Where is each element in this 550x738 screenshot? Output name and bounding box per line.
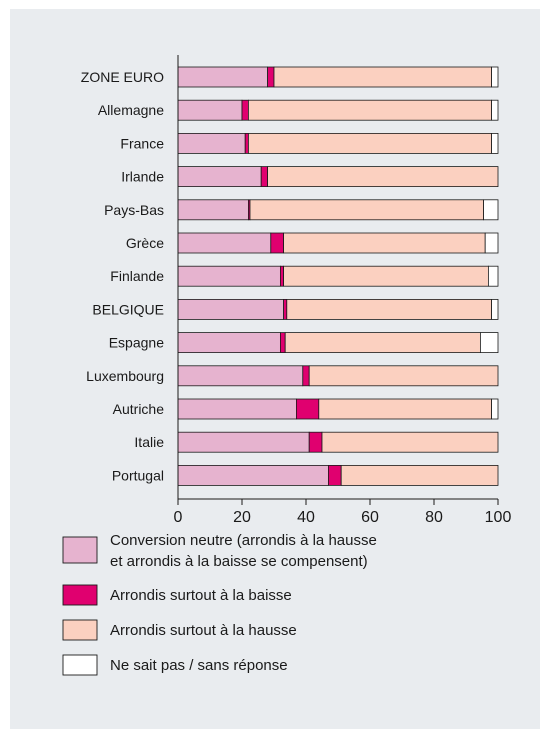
x-tick-label: 40 bbox=[297, 509, 315, 526]
bar-segment-espagne-2 bbox=[279, 332, 286, 354]
bar-row-pays-bas bbox=[177, 199, 499, 221]
bar-row-grece bbox=[177, 232, 499, 254]
stacked-bar-chart: ZONE EURO Allemagne France Irlande Pays-Bas G… bbox=[62, 55, 512, 676]
category-label: Allemagne bbox=[98, 102, 164, 118]
bar-segment-portugal-3 bbox=[340, 464, 499, 486]
bar-segment-portugal-2 bbox=[327, 464, 342, 486]
legend-label: Arrondis surtout à la hausse bbox=[110, 622, 297, 639]
bar-segment-zone-euro-2 bbox=[267, 66, 275, 88]
category-label: Irlande bbox=[121, 169, 164, 185]
legend: Conversion neutre (arrondis à la hausse e… bbox=[62, 532, 377, 676]
bar-segment-pays-bas-4 bbox=[483, 199, 499, 221]
bar-segment-portugal-1 bbox=[177, 464, 329, 486]
bar-segment-espagne-4 bbox=[479, 332, 499, 354]
bar-row-italie bbox=[177, 431, 499, 453]
bar-segment-italie-1 bbox=[177, 431, 310, 453]
bar-row-espagne bbox=[177, 332, 499, 354]
bar-row-finlande bbox=[177, 265, 499, 287]
bar-segment-autriche-3 bbox=[318, 398, 492, 420]
bar-segment-finlande-3 bbox=[283, 265, 489, 287]
bar-segment-zone-euro-3 bbox=[273, 66, 493, 88]
bars-layer bbox=[177, 66, 499, 486]
bar-segment-france-1 bbox=[177, 133, 246, 154]
legend-label: Conversion neutre (arrondis à la hausse e… bbox=[110, 532, 377, 570]
bar-segment-irlande-3 bbox=[267, 166, 499, 188]
legend-item-2: Arrondis surtout à la baisse bbox=[62, 584, 292, 606]
category-label: Grèce bbox=[126, 235, 164, 251]
category-label: Espagne bbox=[109, 335, 164, 351]
category-label: Finlande bbox=[110, 268, 164, 284]
legend-swatch bbox=[62, 619, 98, 641]
bar-segment-belgique-4 bbox=[491, 298, 499, 320]
category-label: BELGIQUE bbox=[92, 301, 164, 317]
bar-segment-autriche-1 bbox=[177, 398, 297, 420]
bar-segment-espagne-1 bbox=[177, 332, 281, 354]
bar-row-belgique bbox=[177, 298, 499, 320]
legend-swatch bbox=[62, 654, 98, 676]
bar-segment-irlande-2 bbox=[260, 166, 268, 188]
bar-row-allemagne bbox=[177, 99, 499, 121]
legend-item-3: Arrondis surtout à la hausse bbox=[62, 619, 297, 641]
bar-segment-luxembourg-3 bbox=[308, 365, 499, 387]
bar-segment-allemagne-3 bbox=[247, 99, 492, 121]
bar-segment-finlande-2 bbox=[279, 265, 284, 287]
bar-segment-france-4 bbox=[491, 133, 499, 154]
x-tick-label: 60 bbox=[361, 509, 379, 526]
bar-segment-grece-2 bbox=[270, 232, 284, 254]
legend-swatch bbox=[62, 584, 98, 606]
bar-segment-allemagne-4 bbox=[491, 99, 499, 121]
bar-segment-france-2 bbox=[244, 133, 249, 154]
bar-segment-finlande-4 bbox=[487, 265, 499, 287]
bar-segment-finlande-1 bbox=[177, 265, 281, 287]
bar-segment-france-3 bbox=[247, 133, 492, 154]
category-label: Pays-Bas bbox=[104, 202, 164, 218]
bar-segment-zone-euro-1 bbox=[177, 66, 268, 88]
bar-segment-zone-euro-4 bbox=[491, 66, 499, 88]
bar-row-portugal bbox=[177, 464, 499, 486]
bar-row-france bbox=[177, 133, 499, 154]
bar-segment-espagne-3 bbox=[284, 332, 481, 354]
bar-segment-allemagne-1 bbox=[177, 99, 243, 121]
category-labels: ZONE EURO Allemagne France Irlande Pays-Bas G… bbox=[81, 69, 164, 483]
bar-segment-autriche-2 bbox=[295, 398, 320, 420]
category-label: Autriche bbox=[113, 401, 165, 417]
x-axis: 0 20 40 60 80 100 bbox=[174, 55, 512, 526]
bar-segment-pays-bas-1 bbox=[177, 199, 249, 221]
chart-panel: ZONE EURO Allemagne France Irlande Pays-Bas G… bbox=[10, 9, 540, 729]
x-tick-label: 100 bbox=[485, 509, 512, 526]
bar-segment-grece-1 bbox=[177, 232, 272, 254]
category-label: Italie bbox=[134, 434, 164, 450]
bar-segment-luxembourg-2 bbox=[302, 365, 310, 387]
bar-segment-grece-3 bbox=[283, 232, 486, 254]
category-label: Luxembourg bbox=[86, 368, 164, 384]
bar-row-zone-euro bbox=[177, 66, 499, 88]
bar-segment-irlande-1 bbox=[177, 166, 262, 188]
bar-row-autriche bbox=[177, 398, 499, 420]
legend-item-1: Conversion neutre (arrondis à la hausse e… bbox=[62, 532, 377, 570]
legend-label: Arrondis surtout à la baisse bbox=[110, 587, 292, 604]
bar-segment-luxembourg-1 bbox=[177, 365, 304, 387]
category-label: France bbox=[120, 135, 164, 151]
category-label: Portugal bbox=[112, 467, 164, 483]
bar-segment-allemagne-2 bbox=[241, 99, 249, 121]
legend-swatch bbox=[62, 536, 98, 564]
x-tick-label: 80 bbox=[425, 509, 443, 526]
bar-segment-belgique-1 bbox=[177, 298, 284, 320]
bar-segment-autriche-4 bbox=[491, 398, 499, 420]
category-label: ZONE EURO bbox=[81, 69, 164, 85]
bar-row-irlande bbox=[177, 166, 499, 188]
x-tick-label: 20 bbox=[233, 509, 251, 526]
bar-row-luxembourg bbox=[177, 365, 499, 387]
x-tick-label: 0 bbox=[174, 509, 183, 526]
bar-segment-pays-bas-3 bbox=[249, 199, 485, 221]
bar-segment-italie-2 bbox=[308, 431, 323, 453]
legend-label: Ne sait pas / sans réponse bbox=[110, 657, 288, 674]
bar-segment-belgique-3 bbox=[286, 298, 492, 320]
legend-item-4: Ne sait pas / sans réponse bbox=[62, 654, 288, 676]
bar-segment-italie-3 bbox=[321, 431, 499, 453]
bar-segment-belgique-2 bbox=[283, 298, 288, 320]
bar-segment-grece-4 bbox=[484, 232, 499, 254]
